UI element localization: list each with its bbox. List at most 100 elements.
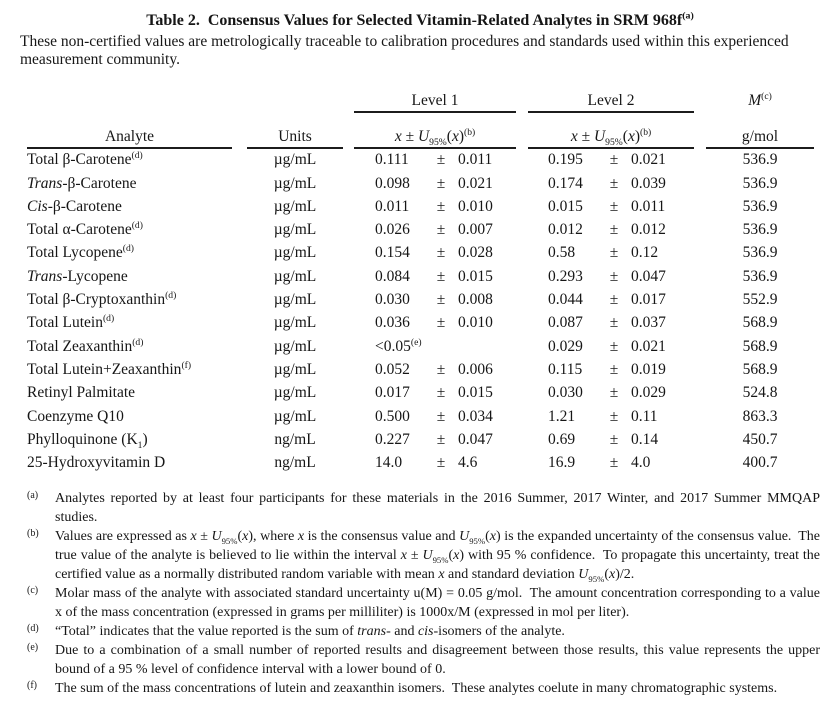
level1-cell: 0.098 ± 0.021 — [348, 175, 522, 193]
units-cell: µg/mL — [273, 244, 317, 262]
level1-value: 0.154 — [375, 244, 410, 262]
level1-cell: 14.0 ± 4.6 — [348, 454, 522, 472]
analyte-cell: Total Lutein(d) — [27, 313, 115, 332]
units-cell: µg/mL — [273, 384, 317, 402]
level1-cell: 0.500 ± 0.034 — [348, 408, 522, 426]
level2-uncertainty: 0.021 — [631, 151, 666, 169]
units-cell: µg/mL — [273, 151, 317, 169]
level1-cell: 0.026 ± 0.007 — [348, 221, 522, 239]
analyte-cell: Phylloquinone (K1) — [27, 430, 148, 451]
table-row: Total α-Carotene(d) µg/mL 0.026 ± 0.007 … — [20, 218, 820, 241]
level1-value: 0.011 — [375, 197, 410, 215]
level1-cell: 0.036 ± 0.010 — [348, 314, 522, 332]
level1-value: 0.084 — [375, 267, 410, 285]
analyte-cell: Total Lycopene(d) — [27, 243, 134, 262]
table-subtitle: These non-certified values are metrologi… — [20, 33, 789, 68]
analyte-cell: Cis-β-Carotene — [27, 197, 122, 215]
level2-value: 0.69 — [548, 430, 576, 448]
level1-group-header: Level 1 — [354, 92, 516, 113]
level2-cell: 0.015 ± 0.011 — [522, 198, 700, 216]
footnote-marker: (f) — [27, 679, 37, 691]
table-row: 25-Hydroxyvitamin D ng/mL 14.0 ± 4.6 16.… — [20, 451, 820, 474]
level1-value: 0.500 — [375, 407, 410, 425]
footnote-item: (f) The sum of the mass concentrations o… — [20, 679, 820, 698]
level2-value: 0.087 — [548, 314, 583, 332]
footnotes-section: (a) Analytes reported by at least four p… — [20, 489, 820, 698]
footnote-marker: (d) — [27, 622, 39, 634]
level2-value: 1.21 — [548, 407, 576, 425]
level2-value: 0.195 — [548, 151, 583, 169]
molar-mass-cell: 568.9 — [742, 360, 778, 378]
level1-cell: 0.084 ± 0.015 — [348, 268, 522, 286]
footnote-text: Due to a combination of a small number o… — [55, 642, 820, 677]
molar-mass-cell: 536.9 — [742, 267, 778, 285]
analyte-cell: Trans-Lycopene — [27, 267, 128, 285]
level2-uncertainty: 0.017 — [631, 291, 666, 309]
level1-uncertainty: 0.007 — [458, 221, 493, 239]
level1-cell: 0.030 ± 0.008 — [348, 291, 522, 309]
table-row: Cis-β-Carotene µg/mL 0.011 ± 0.010 0.015… — [20, 195, 820, 218]
table-row: Total Lycopene(d) µg/mL 0.154 ± 0.028 0.… — [20, 242, 820, 265]
level1-plus-minus: ± — [436, 360, 446, 378]
level1-value: 0.017 — [375, 384, 410, 402]
table-row: Trans-Lycopene µg/mL 0.084 ± 0.015 0.293… — [20, 265, 820, 288]
level1-cell: 0.227 ± 0.047 — [348, 431, 522, 449]
level2-value: 0.115 — [548, 360, 583, 378]
level1-plus-minus: ± — [436, 197, 446, 215]
consensus-table: Level 1 Level 2 M(c) Analyte Units x ± U… — [20, 91, 820, 475]
level2-plus-minus: ± — [609, 174, 619, 192]
level2-uncertainty: 0.037 — [631, 314, 666, 332]
molar-mass-cell: 450.7 — [742, 430, 778, 448]
level2-value: 0.029 — [548, 337, 583, 355]
level2-plus-minus: ± — [609, 291, 619, 309]
level1-value: 0.036 — [375, 314, 410, 332]
level1-cell: 0.017 ± 0.015 — [348, 384, 522, 402]
level1-uncertainty: 0.021 — [458, 174, 493, 192]
level2-value: 0.015 — [548, 197, 583, 215]
footnote-item: (a) Analytes reported by at least four p… — [20, 489, 820, 527]
level2-cell: 1.21 ± 0.11 — [522, 408, 700, 426]
level2-plus-minus: ± — [609, 430, 619, 448]
level2-uncertainty: 0.11 — [631, 407, 658, 425]
level1-cell: 0.052 ± 0.006 — [348, 361, 522, 379]
units-cell: µg/mL — [273, 197, 317, 215]
table-title: Table 2. Consensus Values for Selected V… — [146, 10, 694, 29]
analyte-cell: Trans-β-Carotene — [27, 174, 137, 192]
level2-plus-minus: ± — [609, 337, 619, 355]
level2-value: 0.58 — [548, 244, 576, 262]
units-cell: µg/mL — [273, 291, 317, 309]
level1-cell: <0.05(e) — [348, 336, 522, 356]
molar-mass-cell: 568.9 — [742, 314, 778, 332]
units-column-header: Units — [247, 128, 343, 149]
level2-value-expression: x ± U95%(x)(b) — [528, 127, 694, 149]
level2-cell: 0.030 ± 0.029 — [522, 384, 700, 402]
level1-value-expression: x ± U95%(x)(b) — [354, 127, 516, 149]
level1-uncertainty: 0.006 — [458, 360, 493, 378]
level2-plus-minus: ± — [609, 454, 619, 472]
level1-value: <0.05(e) — [375, 336, 422, 355]
footnote-item: (c) Molar mass of the analyte with assoc… — [20, 584, 820, 622]
molar-mass-cell: 536.9 — [742, 151, 778, 169]
level1-uncertainty: 0.010 — [458, 314, 493, 332]
footnote-text: The sum of the mass concentrations of lu… — [55, 680, 778, 696]
level1-plus-minus: ± — [436, 407, 446, 425]
level2-cell: 16.9 ± 4.0 — [522, 454, 700, 472]
level2-plus-minus: ± — [609, 314, 619, 332]
units-cell: µg/mL — [273, 174, 317, 192]
footnote-marker: (a) — [27, 489, 39, 501]
table-row: Total β-Cryptoxanthin(d) µg/mL 0.030 ± 0… — [20, 288, 820, 311]
analyte-cell: Total β-Cryptoxanthin(d) — [27, 289, 177, 309]
table-header-row: Analyte Units x ± U95%(x)(b) x ± U95%(x)… — [20, 112, 820, 149]
units-cell: µg/mL — [273, 360, 317, 378]
footnote-marker: (e) — [27, 641, 39, 653]
analyte-column-header: Analyte — [27, 128, 232, 149]
footnote-item: (b) Values are expressed as x ± U95%(x),… — [20, 527, 820, 584]
level1-uncertainty: 0.028 — [458, 244, 493, 262]
table-row: Phylloquinone (K1) ng/mL 0.227 ± 0.047 0… — [20, 428, 820, 451]
analyte-cell: Total Zeaxanthin(d) — [27, 336, 144, 355]
table-row: Retinyl Palmitate µg/mL 0.017 ± 0.015 0.… — [20, 382, 820, 405]
level1-uncertainty: 0.010 — [458, 197, 493, 215]
level2-cell: 0.195 ± 0.021 — [522, 151, 700, 169]
level2-uncertainty: 4.0 — [631, 454, 651, 472]
